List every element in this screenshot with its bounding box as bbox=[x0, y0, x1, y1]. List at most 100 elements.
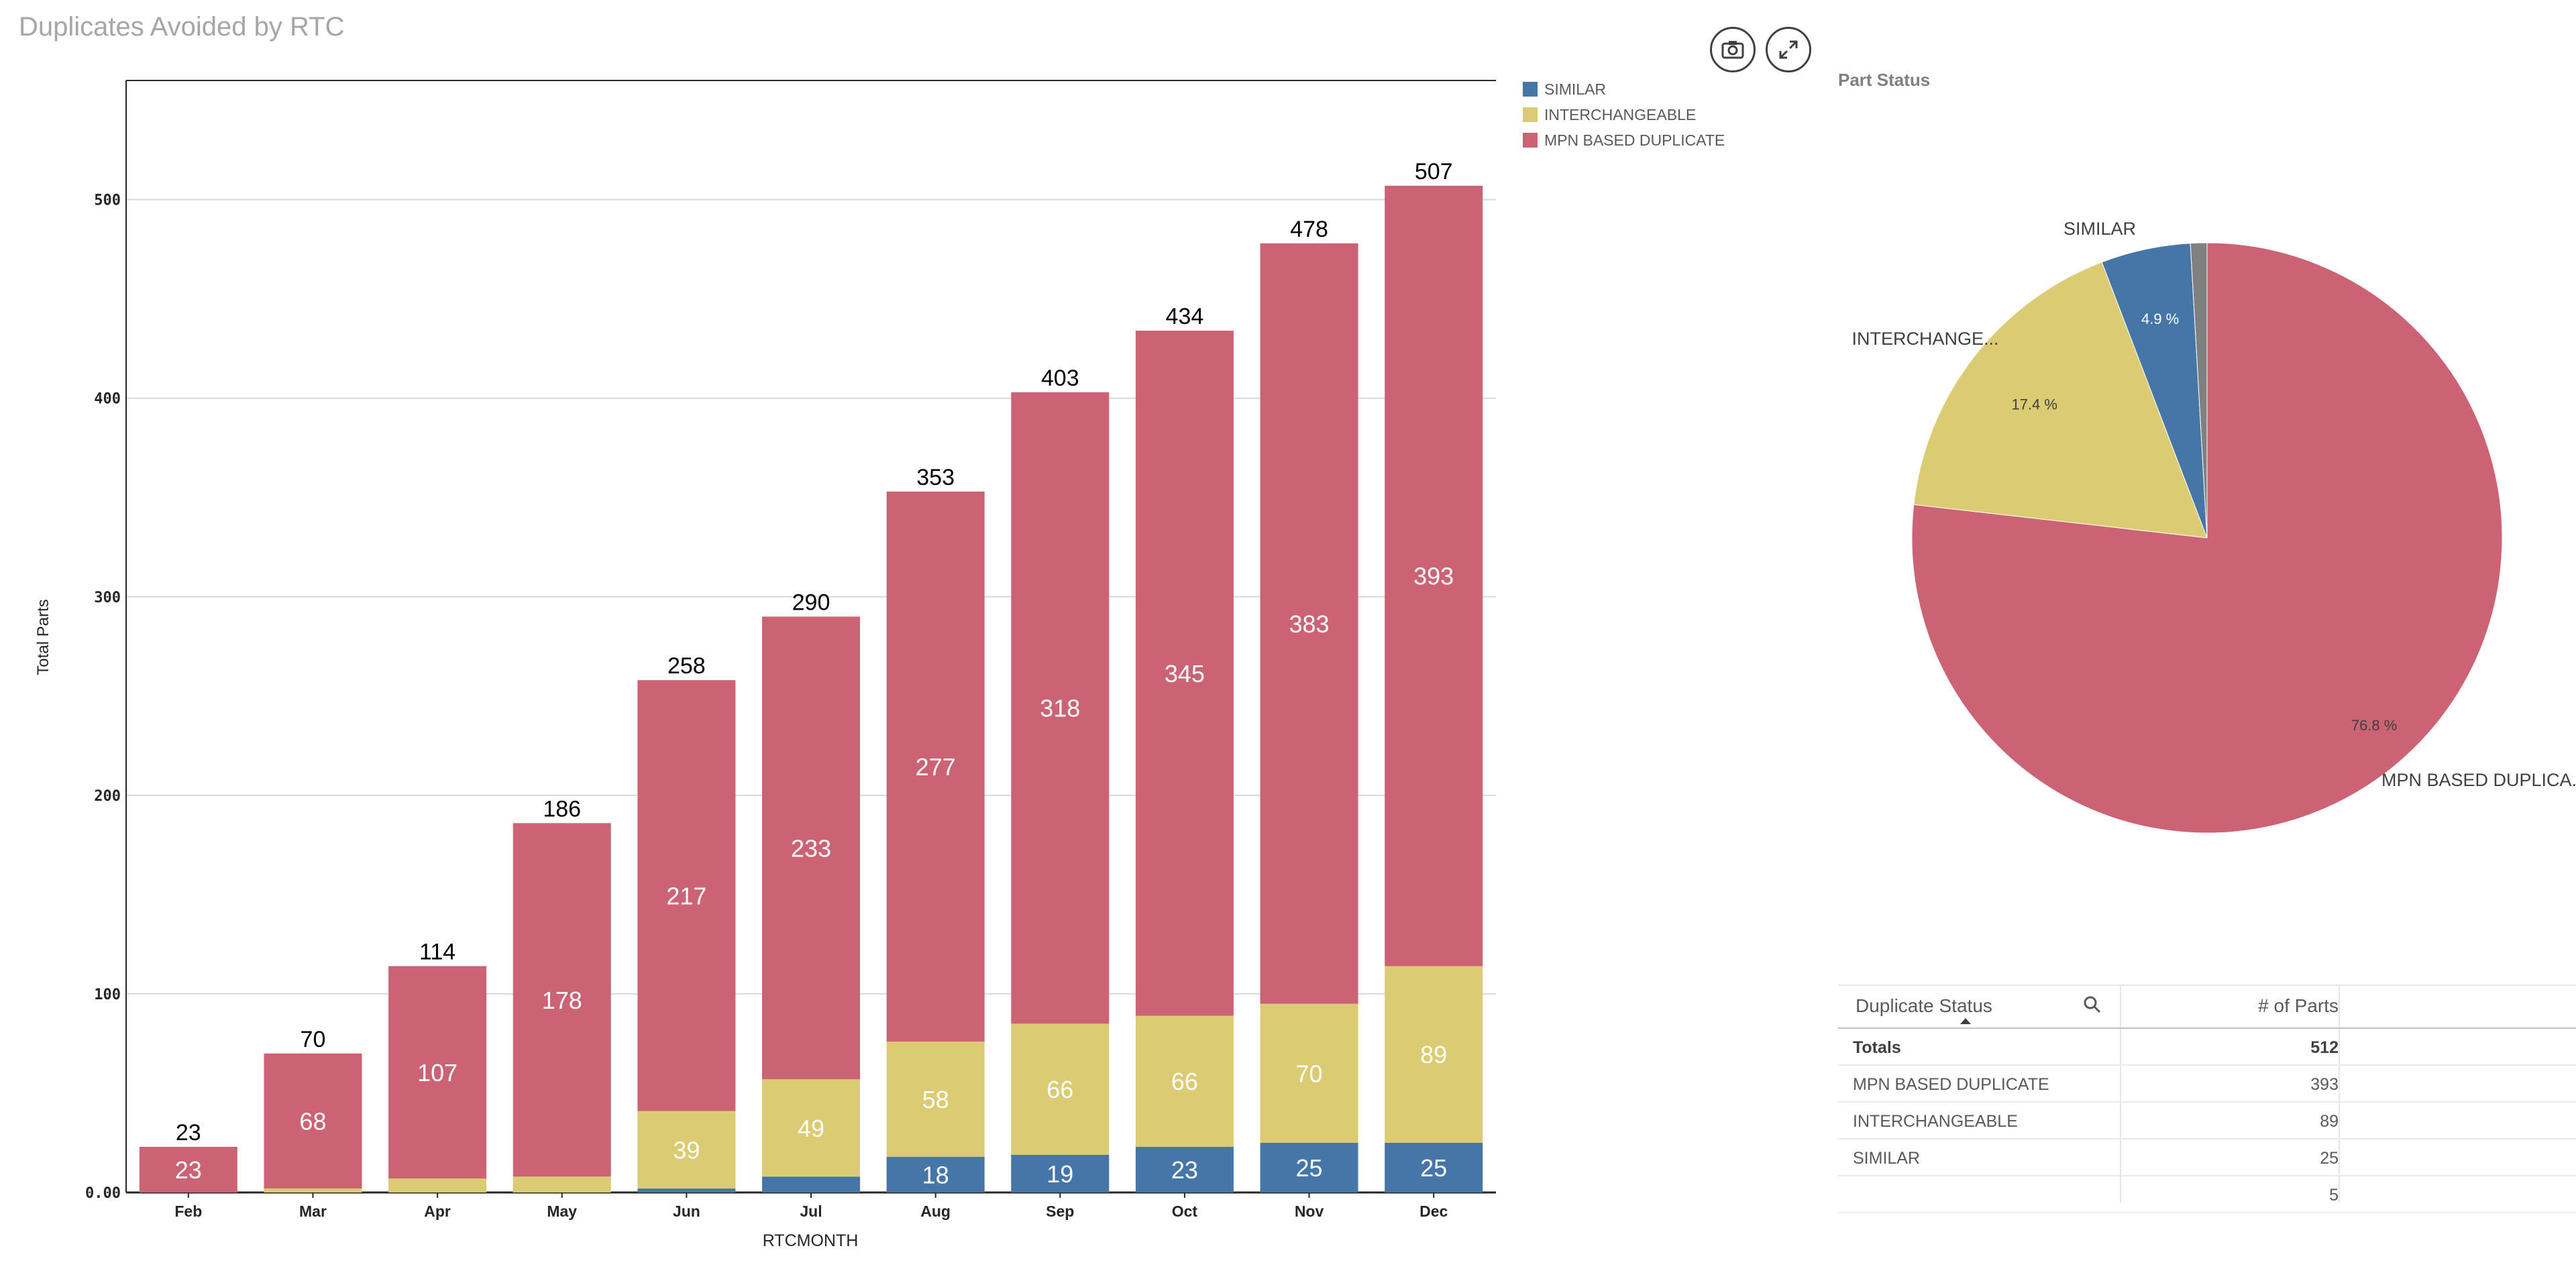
legend-label-similar: SIMILAR bbox=[1544, 80, 1607, 98]
column-divider bbox=[2339, 985, 2340, 1203]
bar-segment bbox=[1011, 392, 1110, 1024]
bar-segment bbox=[139, 1146, 237, 1192]
sort-ascending-icon bbox=[1960, 1018, 1971, 1024]
bar-segment-label: 89 bbox=[1420, 1041, 1447, 1068]
x-tick-label: May bbox=[547, 1203, 577, 1220]
x-tick-label: Aug bbox=[920, 1203, 951, 1220]
y-tick-label: 100 bbox=[94, 987, 121, 1003]
column-search-button[interactable] bbox=[2083, 995, 2102, 1019]
bar-segment bbox=[1260, 1003, 1358, 1143]
cell-status: SIMILAR bbox=[1853, 1149, 1921, 1168]
pie-slice-percent: 17.4 % bbox=[2011, 396, 2057, 412]
x-tick-label: Oct bbox=[1172, 1203, 1198, 1220]
bar-segment-label: 39 bbox=[673, 1136, 700, 1164]
bar-segment-label: 345 bbox=[1165, 660, 1205, 687]
legend-label-mpn: MPN BASED DUPLICATE bbox=[1544, 131, 1725, 149]
bar-segment bbox=[1135, 1015, 1234, 1147]
bar-segment bbox=[1135, 1146, 1234, 1192]
x-tick-label: Sep bbox=[1046, 1203, 1074, 1220]
x-tick-label: Mar bbox=[299, 1203, 327, 1220]
bar-segment-label: 217 bbox=[666, 882, 706, 909]
pie-slice-name: MPN BASED DUPLICA... bbox=[2381, 770, 2576, 790]
cell-parts: 5 bbox=[2329, 1186, 2339, 1205]
legend-item-interchangeable[interactable]: INTERCHANGEABLE bbox=[1523, 102, 1725, 127]
bar-segment bbox=[1011, 1023, 1110, 1155]
bar-segment bbox=[637, 1111, 736, 1189]
y-axis-title: Total Parts bbox=[34, 599, 52, 675]
bar-segment bbox=[1260, 243, 1358, 1004]
pie-slice-name: SIMILAR bbox=[2063, 219, 2136, 239]
header-num-parts[interactable]: # of Parts bbox=[2258, 995, 2339, 1016]
bar-total-label: 403 bbox=[1041, 366, 1079, 391]
legend-item-mpn[interactable]: MPN BASED DUPLICATE bbox=[1523, 127, 1725, 153]
search-icon bbox=[2084, 996, 2101, 1013]
table-row[interactable]: MPN BASED DUPLICATE 393 bbox=[1838, 1066, 2576, 1103]
pie-chart: 76.8 % MPN BASED DUPLICA... 17.4 % INTERCHA… bbox=[1851, 219, 2576, 834]
x-tick-label: Apr bbox=[424, 1203, 451, 1220]
bar-segment bbox=[762, 616, 860, 1080]
bar-segment-label: 23 bbox=[1171, 1156, 1198, 1184]
bar-segment-label: 233 bbox=[791, 834, 831, 862]
y-tick-label: 300 bbox=[94, 590, 121, 606]
x-tick-label: Jun bbox=[673, 1203, 700, 1220]
bar-segment-label: 19 bbox=[1046, 1160, 1073, 1188]
bar-segment-label: 25 bbox=[1420, 1154, 1447, 1182]
pie-slice-percent: 4.9 % bbox=[2141, 311, 2179, 327]
bar-segment-label: 68 bbox=[299, 1107, 326, 1135]
bar-segment bbox=[762, 1176, 860, 1192]
bar-segment bbox=[513, 823, 611, 1177]
bar-segment-label: 178 bbox=[542, 987, 582, 1014]
bar-total-label: 186 bbox=[543, 796, 581, 822]
bar-segment-label: 58 bbox=[922, 1086, 949, 1113]
bar-segment bbox=[1260, 1142, 1358, 1192]
bar-total-label: 70 bbox=[301, 1027, 326, 1052]
bar-segment-label: 18 bbox=[922, 1161, 949, 1188]
bar-segment-label: 66 bbox=[1171, 1068, 1198, 1095]
bar-segment bbox=[1385, 966, 1483, 1143]
y-tick-label: 400 bbox=[94, 391, 121, 408]
y-tick-label: 0.00 bbox=[85, 1185, 121, 1202]
bar-segment bbox=[637, 680, 736, 1111]
bar-total-label: 353 bbox=[916, 465, 955, 490]
x-axis-title: RTCMONTH bbox=[763, 1231, 859, 1250]
bar-segment-label: 318 bbox=[1040, 695, 1080, 722]
cell-status: MPN BASED DUPLICATE bbox=[1853, 1075, 2049, 1094]
pie-slice-name: INTERCHANGE... bbox=[1851, 329, 1998, 349]
bar-segment bbox=[264, 1188, 362, 1192]
bar-segment bbox=[1011, 1154, 1110, 1192]
bar-segment-label: 49 bbox=[798, 1115, 824, 1142]
header-duplicate-status[interactable]: Duplicate Status bbox=[1856, 995, 1992, 1016]
bar-total-label: 478 bbox=[1290, 217, 1328, 242]
bar-segment-label: 107 bbox=[417, 1059, 458, 1087]
bar-segment bbox=[637, 1188, 736, 1192]
pie-slice bbox=[2190, 242, 2208, 539]
totals-label: Totals bbox=[1853, 1038, 1901, 1057]
pie-title: Part Status bbox=[1838, 70, 1931, 90]
bar-segment bbox=[1385, 1142, 1483, 1192]
bar-segment bbox=[388, 1178, 487, 1192]
bar-legend: SIMILAR INTERCHANGEABLE MPN BASED DUPLIC… bbox=[1523, 76, 1725, 153]
x-tick-label: Jul bbox=[800, 1203, 822, 1220]
table-row[interactable]: SIMILAR 25 bbox=[1838, 1139, 2576, 1176]
expand-button[interactable] bbox=[1766, 27, 1811, 72]
camera-icon bbox=[1721, 41, 1744, 59]
y-tick-label: 200 bbox=[94, 788, 121, 805]
legend-item-similar[interactable]: SIMILAR bbox=[1523, 76, 1725, 102]
bar-segment bbox=[1385, 185, 1483, 966]
bar-total-label: 23 bbox=[176, 1120, 201, 1146]
expand-icon bbox=[1779, 40, 1798, 59]
pie-slice bbox=[1913, 262, 2208, 539]
cell-parts: 393 bbox=[2310, 1075, 2339, 1094]
bar-total-label: 258 bbox=[667, 653, 706, 679]
snapshot-button[interactable] bbox=[1710, 27, 1756, 72]
bar-segment bbox=[762, 1079, 860, 1177]
table-row[interactable]: 5 bbox=[1838, 1176, 2576, 1213]
y-tick-label: 500 bbox=[94, 192, 121, 209]
table-row[interactable]: INTERCHANGEABLE 89 bbox=[1838, 1103, 2576, 1139]
legend-swatch-interchangeable bbox=[1523, 107, 1538, 122]
bar-segment-label: 66 bbox=[1046, 1076, 1073, 1103]
chart-title: Duplicates Avoided by RTC bbox=[19, 12, 345, 42]
bar-segment-label: 25 bbox=[1296, 1154, 1323, 1182]
bar-segment bbox=[886, 1041, 985, 1157]
bar-segment bbox=[1135, 331, 1234, 1016]
